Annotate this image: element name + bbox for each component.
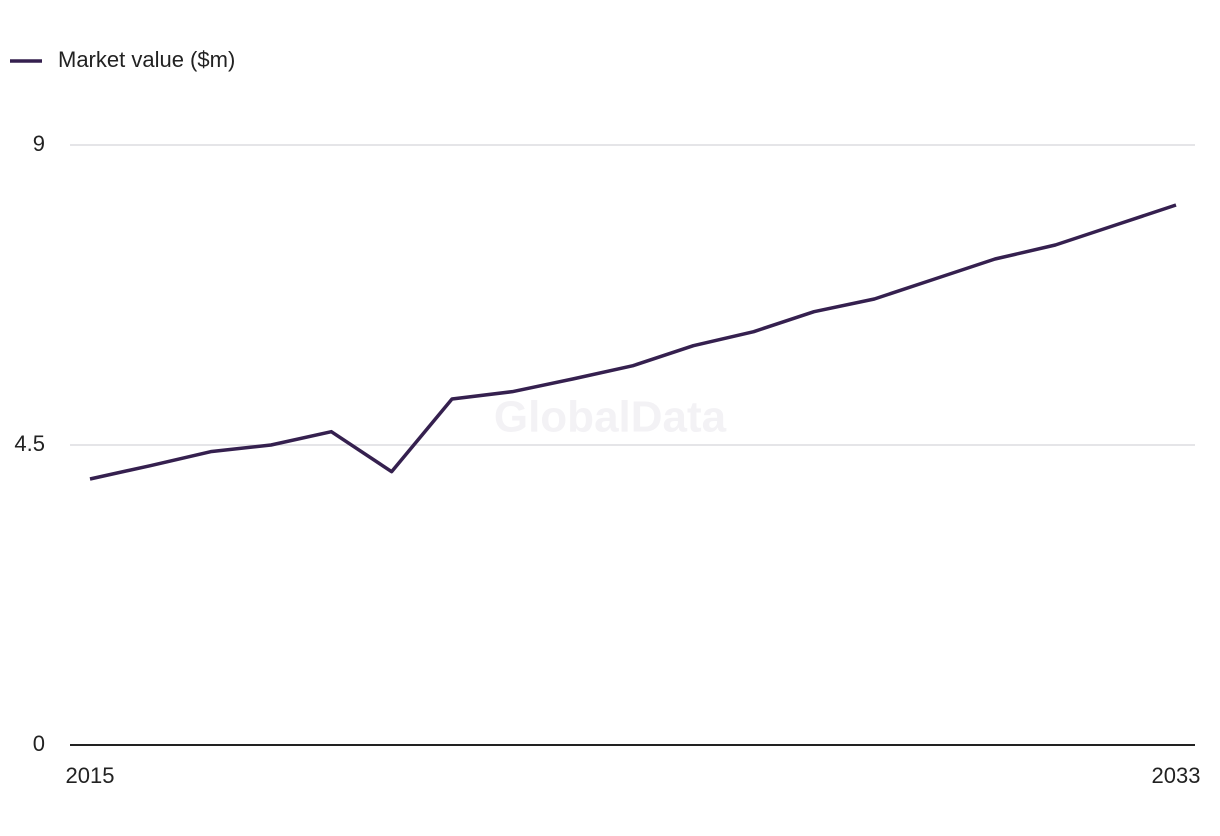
- y-tick-label: 0: [33, 731, 45, 756]
- legend-label: Market value ($m): [58, 47, 235, 72]
- x-tick-label: 2033: [1152, 763, 1201, 788]
- y-tick-label: 4.5: [14, 431, 45, 456]
- x-tick-label: 2015: [66, 763, 115, 788]
- data-line: [89, 203, 1177, 481]
- y-tick-label: 9: [33, 131, 45, 156]
- watermark: GlobalData: [494, 393, 727, 442]
